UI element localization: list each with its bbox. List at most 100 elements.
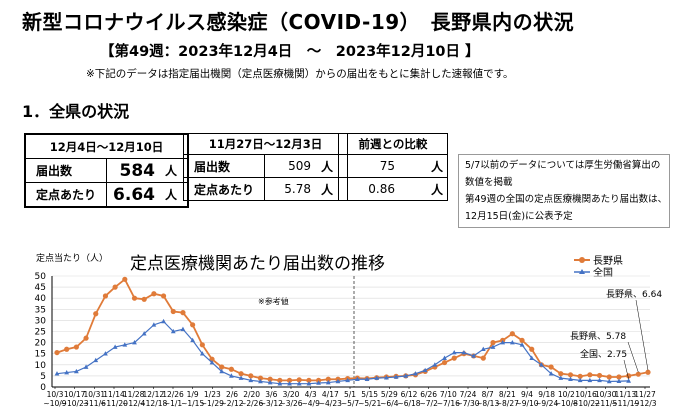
y-tick-label: 10 (35, 361, 47, 371)
data-point-national (190, 337, 196, 343)
data-point-national (480, 346, 486, 352)
data-point-national (267, 379, 273, 385)
data-point-nagano (257, 375, 264, 381)
data-point-national (509, 340, 515, 345)
data-point-national (83, 364, 89, 369)
data-point-national (451, 349, 457, 355)
y-tick-label: 50 (35, 272, 47, 282)
data-point-nagano (587, 372, 593, 378)
data-point-national (325, 379, 331, 385)
data-point-national (122, 342, 128, 347)
data-point-national (238, 375, 244, 380)
x-tick-label: ~10/8 (555, 399, 578, 408)
data-point-nagano (558, 371, 564, 377)
data-point-nagano (112, 284, 118, 290)
x-tick-label: 3/20 (283, 390, 300, 399)
data-point-nagano (209, 356, 215, 362)
data-point-nagano (519, 337, 525, 343)
x-tick-label: ~6/18 (397, 399, 420, 408)
x-tick-label: ~7/30 (456, 399, 479, 408)
data-point-nagano (267, 376, 273, 382)
data-point-nagano (180, 310, 186, 316)
x-tick-label: 10/31 (84, 390, 106, 399)
data-point-national (287, 381, 292, 386)
annotation-nagano-current: 長野県、6.64 (606, 289, 662, 300)
previous-week-header: 11月27日～12月3日 (183, 133, 348, 155)
data-point-national (64, 369, 70, 375)
data-point-national (548, 371, 554, 376)
data-point-national (364, 376, 370, 382)
x-tick-label: ~11/6 (83, 399, 106, 408)
chart-annotations: 長野県、6.64 長野県、5.78 全国、2.75 (570, 289, 662, 379)
x-tick-label: 2/20 (243, 390, 260, 399)
data-point-nagano (315, 377, 322, 383)
data-point-national (132, 340, 137, 345)
data-point-national (403, 373, 409, 378)
data-point-nagano (626, 373, 632, 379)
data-point-nagano (151, 291, 157, 297)
previous-week-table: 11月27日～12月3日 届出数 509 人 定点あたり 5.78 人 (183, 133, 348, 201)
x-tick-label: 9/18 (538, 390, 555, 399)
data-point-nagano (306, 377, 312, 383)
x-tick-label: 7/24 (460, 390, 477, 399)
data-point-nagano (577, 373, 583, 379)
data-point-nagano (606, 374, 612, 380)
data-point-nagano (529, 346, 535, 352)
data-point-national (539, 362, 544, 367)
x-tick-label: ~10/22 (572, 399, 600, 408)
data-point-national (258, 378, 263, 384)
data-point-national (296, 381, 302, 386)
x-tick-label: ~10/23 (61, 399, 89, 408)
comparison-count-value: 75 (338, 154, 401, 178)
data-point-national (141, 331, 147, 336)
reference-note: ※参考値 (258, 296, 289, 306)
x-tick-label: 7/10 (440, 390, 457, 399)
x-tick-label: 10/3 (47, 390, 64, 399)
data-point-national (93, 357, 99, 363)
data-point-nagano (548, 364, 554, 370)
legend-national-label: 全国 (593, 266, 613, 279)
data-point-national (228, 373, 234, 378)
x-tick-label: 11/27 (634, 390, 656, 399)
data-point-nagano (141, 296, 147, 302)
data-point-national (413, 371, 418, 376)
comparison-per-site-unit: 人 (401, 177, 448, 201)
data-point-national (277, 381, 283, 386)
current-week-table: 12月4日～12月10日 届出数 584 人 定点あたり 6.64 人 (24, 133, 189, 208)
x-tick-label: ~12/4 (122, 399, 145, 408)
data-point-national (587, 377, 593, 383)
data-point-national (73, 368, 79, 374)
data-point-nagano (199, 342, 205, 348)
y-axis-label: 定点当たり（人） (36, 252, 108, 264)
data-point-national (626, 378, 632, 383)
comparison-table: 前週との比較 75 人 0.86 人 (338, 133, 448, 201)
data-point-nagano (635, 371, 641, 377)
data-point-nagano (325, 376, 331, 382)
data-point-national (354, 376, 360, 382)
x-tick-label: 10/2 (558, 390, 575, 399)
x-tick-label: 11/13 (615, 390, 637, 399)
x-tick-label: 12/12 (143, 390, 165, 399)
y-tick-label: 5 (40, 372, 46, 382)
y-tick-label: 40 (35, 294, 47, 304)
data-point-national (461, 349, 467, 355)
side-note-line: 12月15日(金)に公表予定 (465, 211, 573, 222)
legend-nagano-label: 長野県 (593, 255, 623, 267)
x-tick-label: 6/26 (420, 390, 437, 399)
x-tick-label: ~1/1 (164, 399, 183, 408)
x-tick-label: ~1/29 (201, 399, 224, 408)
x-tick-label: ~12/3 (633, 399, 656, 408)
data-point-nagano (83, 335, 89, 341)
x-tick-label: 10/17 (64, 390, 86, 399)
data-point-nagano (102, 293, 109, 299)
data-point-nagano (645, 369, 651, 375)
x-tick-label: 4/17 (322, 390, 339, 399)
x-tick-label: 4/3 (305, 390, 317, 399)
current-count-value: 584 (106, 158, 161, 183)
x-tick-label: ~11/20 (100, 399, 128, 408)
x-tick-label: ~3/12 (260, 399, 283, 408)
data-point-national (306, 381, 312, 386)
week-header: 【第49週：2023年12月4日 ～ 2023年12月10日 】 (100, 44, 480, 60)
data-point-national (209, 359, 215, 365)
data-note: ※下記のデータは指定届出機関（定点医療機関）からの届出をもとに集計した速報値です… (86, 68, 514, 80)
